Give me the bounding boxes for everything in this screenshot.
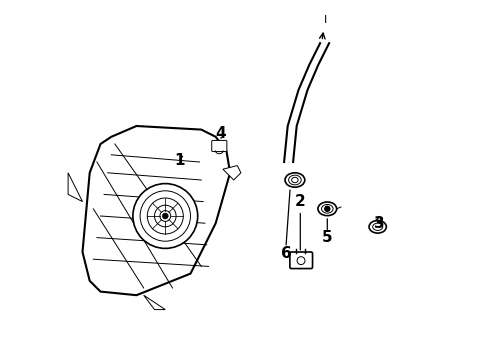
Ellipse shape <box>288 175 301 185</box>
Ellipse shape <box>321 204 332 213</box>
Ellipse shape <box>291 177 298 183</box>
Ellipse shape <box>285 173 304 187</box>
Text: 1: 1 <box>174 153 184 168</box>
PathPatch shape <box>143 295 165 310</box>
Text: 3: 3 <box>373 216 384 231</box>
Text: 6: 6 <box>280 246 291 261</box>
Circle shape <box>162 213 168 219</box>
Text: 2: 2 <box>294 194 305 209</box>
PathPatch shape <box>68 173 82 202</box>
Ellipse shape <box>317 202 336 216</box>
PathPatch shape <box>223 166 241 180</box>
Circle shape <box>296 257 305 265</box>
Text: I: I <box>323 15 326 25</box>
Ellipse shape <box>368 220 386 233</box>
Circle shape <box>133 184 197 248</box>
FancyBboxPatch shape <box>289 252 312 269</box>
Text: 5: 5 <box>321 230 332 245</box>
Circle shape <box>324 206 329 211</box>
PathPatch shape <box>82 126 230 295</box>
Text: 4: 4 <box>215 126 226 141</box>
Ellipse shape <box>372 223 382 230</box>
FancyBboxPatch shape <box>211 140 226 152</box>
